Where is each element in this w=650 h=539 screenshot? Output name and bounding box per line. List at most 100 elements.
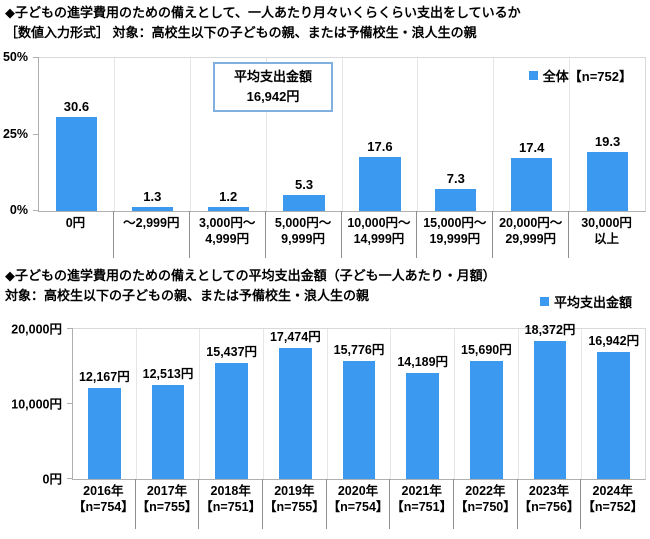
- y-tick-mark: [67, 478, 73, 479]
- bar-column: 1.2: [189, 58, 266, 211]
- bar-value-label: 15,690円: [460, 343, 512, 358]
- bar-value-label: 18,372円: [524, 323, 576, 338]
- callout-line2: 16,942円: [246, 89, 300, 105]
- legend-color-swatch: [528, 71, 538, 80]
- bar-value-label: 30.6: [63, 99, 90, 115]
- legend-color-swatch: [539, 297, 549, 306]
- bar-column: 14,189円: [390, 329, 454, 479]
- x-axis-label: 2017年 【n=755】: [134, 479, 199, 529]
- bar: [151, 385, 185, 479]
- x-axis-label: 15,000円～ 19,999円: [416, 211, 492, 258]
- y-tick-mark: [67, 328, 73, 329]
- x-axis-label: 2018年 【n=751】: [198, 479, 262, 529]
- bar-column: 12,513円: [135, 329, 200, 479]
- chart1-title: ◆子どもの進学費用のための備えとして、一人あたり月々いくらくらい支出をしているか…: [5, 3, 521, 42]
- x-axis-label: 5,000円～ 9,999円: [264, 211, 341, 258]
- bar: [207, 207, 249, 211]
- bar-value-label: 15,776円: [333, 342, 385, 357]
- y-tick-label: 0%: [9, 203, 28, 217]
- x-axis-label: 2024年 【n=752】: [580, 479, 644, 529]
- bar-value-label: 17,474円: [269, 329, 321, 344]
- y-tick-mark: [67, 403, 73, 404]
- bar-value-label: 14,189円: [397, 354, 449, 369]
- bar-column: 7.3: [417, 58, 493, 211]
- bar: [597, 351, 630, 479]
- x-axis-label: 2016年 【n=754】: [72, 484, 134, 515]
- bar: [88, 387, 121, 479]
- x-axis-label: 20,000円～ 29,999円: [492, 211, 568, 258]
- bar-column: 17,474円: [263, 329, 327, 479]
- y-tick-label: 50%: [2, 50, 28, 64]
- bar: [342, 360, 376, 479]
- bar-column: 15,776円: [326, 329, 391, 479]
- bar-column: 5.3: [265, 58, 342, 211]
- bar-column: 12,167円: [73, 329, 136, 479]
- bar-value-label: 19.3: [594, 133, 621, 149]
- bar: [533, 341, 567, 479]
- chart2-title: ◆子どもの進学費用のための備えとしての平均支出金額（子ども一人あたり・月額） 対…: [5, 266, 496, 305]
- bar-column: 30.6: [39, 58, 114, 211]
- bar: [215, 363, 248, 479]
- chart1-x-axis-labels: 0円 ～2,999円 3,000円～ 4,999円 5,000円～ 9,999円 10,00…: [38, 211, 644, 258]
- bar-value-label: 15,437円: [206, 345, 258, 360]
- y-tick-label: 20,000円: [11, 322, 62, 337]
- bar-value-label: 1.2: [219, 189, 238, 205]
- x-axis-label: 0円: [65, 216, 86, 230]
- bar: [586, 151, 629, 211]
- bar-column: 17.4: [493, 58, 569, 211]
- x-axis-label: 2021年 【n=751】: [389, 479, 453, 529]
- bar: [511, 157, 553, 211]
- chart1-title-line1: ◆子どもの進学費用のための備えとして、一人あたり月々いくらくらい支出をしているか: [5, 5, 521, 20]
- bar: [55, 117, 98, 211]
- chart1-legend: 全体【n=752】: [528, 66, 632, 85]
- x-axis-label: 2022年 【n=750】: [453, 479, 517, 529]
- chart2-legend: 平均支出金額: [539, 292, 632, 311]
- bar-column: 18,372円: [517, 323, 582, 479]
- chart2-title-line1: ◆子どもの進学費用のための備えとしての平均支出金額（子ども一人あたり・月額）: [5, 268, 496, 283]
- bar-value-label: 5.3: [295, 176, 314, 192]
- x-axis-label: 2023年 【n=756】: [516, 479, 581, 529]
- bar: [359, 157, 401, 211]
- bar: [279, 347, 312, 479]
- chart2-x-axis-labels: 2016年 【n=754】 2017年 【n=755】 2018年 【n=751】 2019…: [72, 479, 644, 529]
- bar: [283, 194, 325, 211]
- x-axis-label: 10,000円～ 14,999円: [340, 211, 417, 258]
- bar-column: 15,437円: [199, 329, 263, 479]
- bar-value-label: 1.3: [143, 189, 162, 205]
- bar-value-label: 17.4: [519, 139, 545, 155]
- chart1-legend-label: 全体【n=752】: [542, 69, 632, 84]
- y-tick-mark: [33, 133, 39, 135]
- x-axis-label: 30,000円 以上: [568, 211, 644, 258]
- x-axis-label: 3,000円～ 4,999円: [188, 211, 265, 258]
- chart2-title-line2: 対象：高校生以下の子どもの親、または予備校生・浪人生の親: [5, 287, 370, 303]
- bar-column: 15,690円: [454, 329, 518, 479]
- bar-value-label: 16,942円: [588, 333, 640, 348]
- bar-column: 19.3: [569, 58, 645, 211]
- chart1-title-line2: ［数値入力形式］ 対象：高校生以下の子どもの親、または予備校生・浪人生の親: [5, 24, 477, 40]
- bar: [131, 207, 173, 211]
- y-tick-label: 0円: [42, 472, 62, 487]
- bar-value-label: 7.3: [446, 170, 465, 186]
- chart2-plot-area: 12,167円 12,513円 15,437円 17,474円 15,776円 14,18…: [67, 323, 646, 480]
- chart2-legend-label: 平均支出金額: [553, 295, 632, 310]
- y-tick-label: 10,000円: [11, 397, 62, 412]
- average-amount-callout: 平均支出金額 16,942円: [213, 62, 333, 113]
- chart1-y-axis: 50% 25% 0%: [0, 50, 34, 217]
- bar-column: 17.6: [341, 58, 418, 211]
- callout-line1: 平均支出金額: [233, 69, 312, 84]
- bar-column: 1.3: [113, 58, 190, 211]
- y-tick-label: 25%: [2, 126, 28, 141]
- y-tick-mark: [33, 210, 39, 211]
- x-axis-label: 2020年 【n=754】: [325, 479, 390, 529]
- chart1-plot-area: 30.6 1.3 1.2 5.3 17.6 7.3 17.4 19.3: [33, 57, 646, 212]
- x-axis-label: 2019年 【n=755】: [262, 479, 326, 529]
- bar-column: 16,942円: [581, 329, 645, 479]
- bar-value-label: 17.6: [367, 139, 393, 155]
- bar-value-label: 12,167円: [78, 369, 130, 384]
- bar: [406, 372, 439, 479]
- bar: [470, 361, 503, 479]
- y-tick-mark: [33, 57, 39, 58]
- chart2-y-axis: 20,000円 10,000円 0円: [0, 323, 68, 487]
- bar-value-label: 12,513円: [142, 367, 194, 382]
